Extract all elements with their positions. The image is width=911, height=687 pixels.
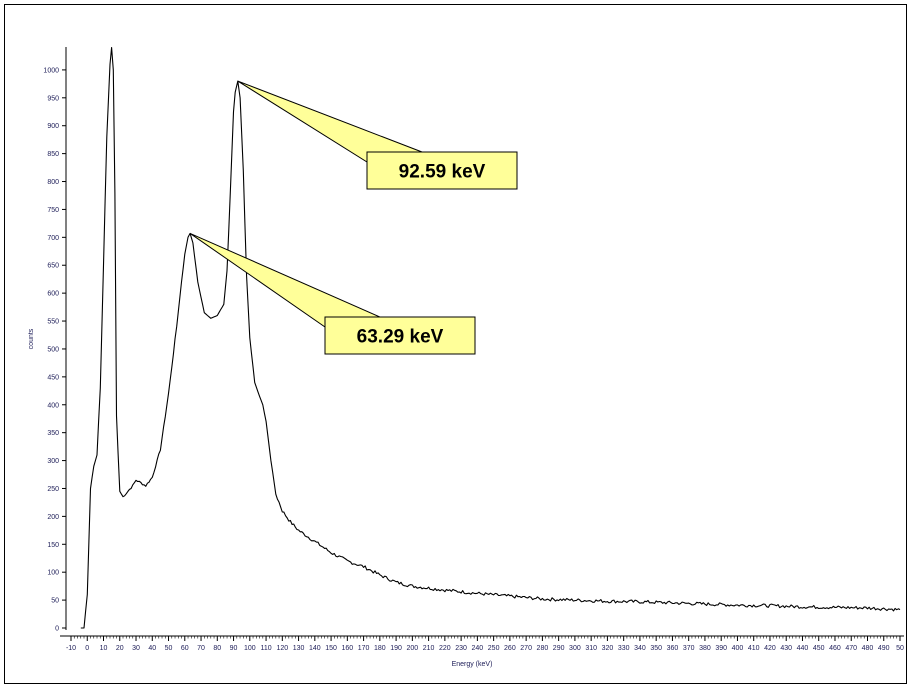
y-tick-label: 700 xyxy=(47,235,59,242)
x-tick-label: 230 xyxy=(455,645,467,652)
y-tick-label: 150 xyxy=(47,542,59,549)
callout-label: 63.29 keV xyxy=(357,327,444,348)
y-tick-label: 100 xyxy=(47,570,59,577)
x-tick-label: 180 xyxy=(374,645,386,652)
x-tick-label: 160 xyxy=(341,645,353,652)
x-tick-label: 90 xyxy=(230,645,238,652)
x-tick-label: 330 xyxy=(618,645,630,652)
x-tick-label: 150 xyxy=(325,645,337,652)
y-tick-label: 300 xyxy=(47,458,59,465)
x-tick-label: 10 xyxy=(100,645,108,652)
x-tick-label: 410 xyxy=(748,645,760,652)
y-tick-label: 950 xyxy=(47,95,59,102)
x-tick-label: 450 xyxy=(813,645,825,652)
y-tick-label: 900 xyxy=(47,123,59,130)
x-tick-label: 30 xyxy=(132,645,140,652)
spectrum-chart: 0501001502002503003504004505005506006507… xyxy=(28,47,904,668)
x-tick-label: 320 xyxy=(602,645,614,652)
x-tick-label: 490 xyxy=(878,645,890,652)
x-tick-label: 430 xyxy=(780,645,792,652)
y-tick-label: 350 xyxy=(47,430,59,437)
x-minor-ticks xyxy=(73,636,898,639)
x-tick-label: 210 xyxy=(423,645,435,652)
x-tick-label: 220 xyxy=(439,645,451,652)
x-tick-label: 200 xyxy=(407,645,419,652)
y-tick-label: 750 xyxy=(47,207,59,214)
x-tick-label: 400 xyxy=(732,645,744,652)
y-tick-label: 500 xyxy=(47,346,59,353)
x-tick-label: 350 xyxy=(650,645,662,652)
x-tick-label: 80 xyxy=(213,645,221,652)
callouts: 92.59 keV 63.29 keV xyxy=(189,80,518,355)
y-tick-label: 400 xyxy=(47,402,59,409)
x-tick-label: 250 xyxy=(488,645,500,652)
x-tick-label: 100 xyxy=(244,645,256,652)
callout-box xyxy=(324,316,476,355)
x-tick-label: 40 xyxy=(148,645,156,652)
y-tick-label: 600 xyxy=(47,291,59,298)
x-tick-label: 420 xyxy=(764,645,776,652)
x-tick-label: -10 xyxy=(66,645,76,652)
x-tick-label: 280 xyxy=(537,645,549,652)
callout-pointer xyxy=(237,80,424,163)
y-ticks: 0 50 100 150 200 250 300 350 400 450 500 550 600 650 7… xyxy=(43,67,66,633)
axes: 0501001502002503003504004505005506006507… xyxy=(43,47,904,652)
x-tick-label: 20 xyxy=(116,645,124,652)
x-tick-label: 140 xyxy=(309,645,321,652)
x-tick-label: 470 xyxy=(845,645,857,652)
x-tick-label: 0 xyxy=(85,645,89,652)
x-tick-label: 110 xyxy=(260,645,271,652)
x-tick-label: 440 xyxy=(797,645,809,652)
y-tick-label: 850 xyxy=(47,151,59,158)
x-tick-label: 70 xyxy=(197,645,205,652)
x-tick-label: 50 xyxy=(896,645,904,652)
x-tick-label: 270 xyxy=(520,645,532,652)
y-tick-label: 650 xyxy=(47,263,59,270)
callout-label: 92.59 keV xyxy=(399,162,486,183)
y-tick-label: 0 xyxy=(55,626,59,633)
x-tick-label: 290 xyxy=(553,645,565,652)
x-tick-label: 310 xyxy=(585,645,597,652)
x-tick-label: 480 xyxy=(862,645,874,652)
x-tick-label: 130 xyxy=(293,645,305,652)
x-tick-label: 240 xyxy=(472,645,484,652)
x-tick-label: 50 xyxy=(165,645,173,652)
x-axis-title: Energy (keV) xyxy=(452,661,493,668)
y-tick-label: 800 xyxy=(47,179,59,186)
spectrum-line xyxy=(80,47,901,629)
y-tick-label: 550 xyxy=(47,319,59,326)
x-ticks: -10 0 10 20 30 40 50 60 70 80 90 100 110 120 130 140 150… xyxy=(66,636,904,652)
x-tick-label: 380 xyxy=(699,645,711,652)
x-tick-label: 370 xyxy=(683,645,695,652)
x-tick-label: 460 xyxy=(829,645,841,652)
y-tick-label: 250 xyxy=(47,486,59,493)
x-tick-label: 300 xyxy=(569,645,581,652)
callout-box xyxy=(366,151,518,190)
x-tick-label: 190 xyxy=(390,645,402,652)
x-tick-label: 260 xyxy=(504,645,516,652)
chart-frame: 0 50 100 150 200 250 300 350 400 450 500 550 600 650 7… xyxy=(4,4,907,684)
y-tick-label: 450 xyxy=(47,374,59,381)
y-tick-label: 1000 xyxy=(43,67,59,74)
y-tick-label: 50 xyxy=(51,598,59,605)
x-tick-label: 120 xyxy=(276,645,288,652)
x-tick-label: 340 xyxy=(634,645,646,652)
x-tick-label: 60 xyxy=(181,645,189,652)
x-tick-label: 360 xyxy=(667,645,679,652)
y-axis-title: counts xyxy=(28,328,35,349)
x-tick-label: 390 xyxy=(715,645,727,652)
y-tick-label: 200 xyxy=(47,514,59,521)
x-tick-label: 170 xyxy=(358,645,370,652)
